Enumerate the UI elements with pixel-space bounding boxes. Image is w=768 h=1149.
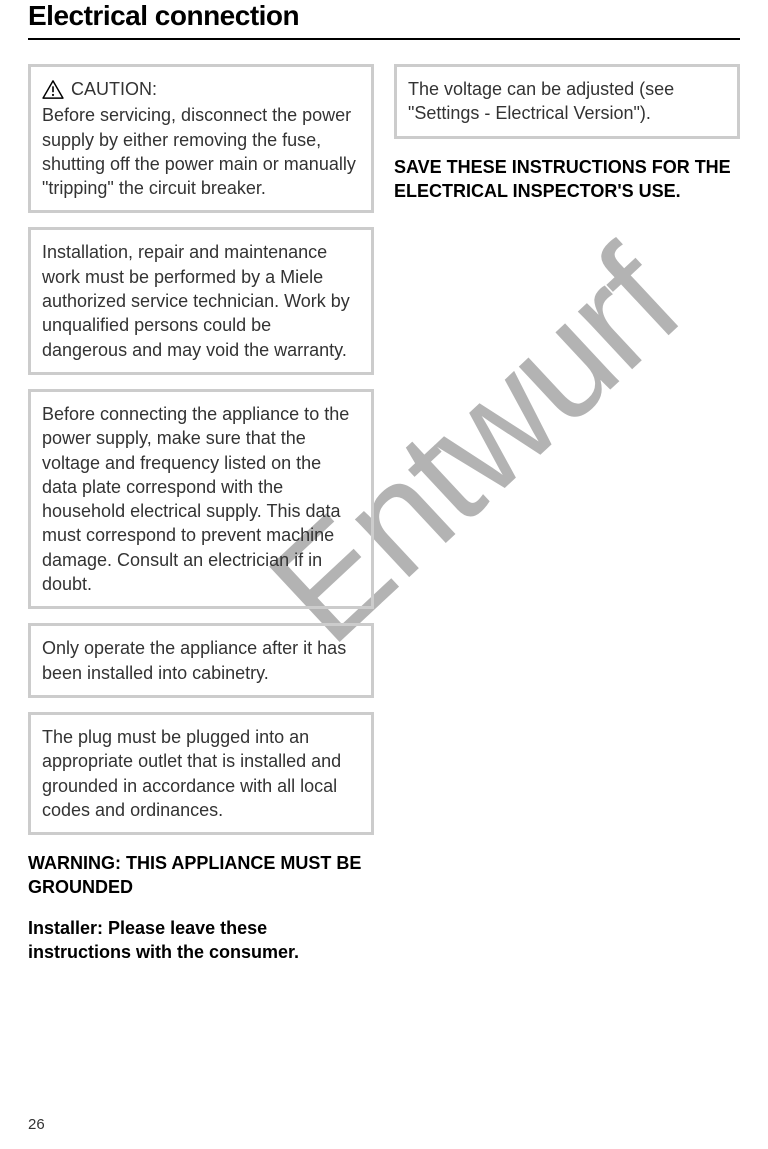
info-box-voltage-check: Before connecting the appliance to the p… <box>28 389 374 609</box>
info-box-voltage-adjust: The voltage can be adjusted (see "Settin… <box>394 64 740 139</box>
warning-triangle-icon <box>42 80 64 99</box>
caution-text: Before servicing, disconnect the power s… <box>42 105 356 198</box>
info-box-installation: Installation, repair and maintenance wor… <box>28 227 374 374</box>
info-box-plug: The plug must be plugged into an appropr… <box>28 712 374 835</box>
caution-header: CAUTION: <box>42 77 360 101</box>
page-number: 26 <box>28 1116 45 1133</box>
caution-box: CAUTION: Before servicing, disconnect th… <box>28 64 374 213</box>
page-content: Electrical connection CAUTION: Before se… <box>28 0 740 964</box>
left-column: CAUTION: Before servicing, disconnect th… <box>28 64 374 964</box>
save-instructions: SAVE THESE INSTRUCTIONS FOR THE ELECTRIC… <box>394 155 740 204</box>
right-column: The voltage can be adjusted (see "Settin… <box>394 64 740 964</box>
info-box-cabinetry: Only operate the appliance after it has … <box>28 623 374 698</box>
warning-grounded: WARNING: THIS APPLIANCE MUST BE GROUNDED <box>28 851 374 900</box>
page-title: Electrical connection <box>28 0 740 40</box>
installer-note: Installer: Please leave these instructio… <box>28 916 374 965</box>
columns-container: CAUTION: Before servicing, disconnect th… <box>28 64 740 964</box>
caution-label: CAUTION: <box>71 77 157 101</box>
